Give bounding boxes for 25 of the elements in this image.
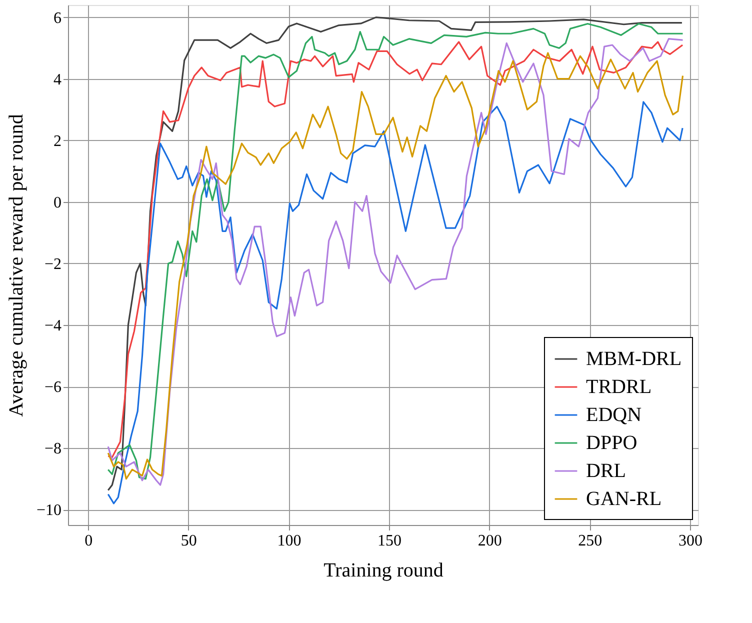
y-tick-label: 2 bbox=[54, 132, 62, 150]
y-tick-label: −2 bbox=[44, 256, 62, 273]
x-tick-label: 150 bbox=[378, 532, 402, 550]
x-tick-label: 100 bbox=[277, 532, 302, 550]
legend-label: EDQN bbox=[586, 404, 642, 426]
x-tick-label: 300 bbox=[678, 532, 702, 550]
x-tick-label: 200 bbox=[478, 532, 502, 550]
y-tick-label: −8 bbox=[44, 440, 62, 458]
y-axis-title: Average cumulative reward per round bbox=[5, 114, 28, 417]
y-tick-label: −10 bbox=[36, 502, 62, 520]
legend-label: TRDRL bbox=[586, 376, 652, 398]
x-tick-label: 50 bbox=[180, 532, 197, 550]
y-tick-label: 6 bbox=[54, 10, 62, 27]
legend-label: DRL bbox=[586, 460, 626, 482]
legend-label: DPPO bbox=[586, 432, 638, 454]
legend-label: GAN-RL bbox=[586, 488, 662, 510]
x-axis-title: Training round bbox=[324, 560, 444, 582]
x-tick-label: 250 bbox=[578, 532, 602, 550]
y-tick-label: 4 bbox=[54, 71, 62, 88]
y-tick-label: −6 bbox=[44, 379, 62, 396]
line-series bbox=[107, 101, 684, 504]
legend-label: MBM-DRL bbox=[586, 348, 682, 370]
y-tick-label: −4 bbox=[44, 318, 62, 334]
y-tick-label: 0 bbox=[54, 194, 62, 212]
x-tick-label: 0 bbox=[84, 532, 93, 550]
